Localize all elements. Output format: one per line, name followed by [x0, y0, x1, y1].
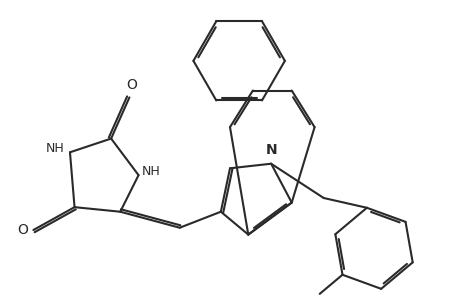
Text: N: N — [265, 143, 276, 157]
Text: O: O — [126, 78, 137, 92]
Text: NH: NH — [45, 142, 64, 155]
Text: O: O — [17, 223, 28, 237]
Text: NH: NH — [142, 165, 161, 178]
